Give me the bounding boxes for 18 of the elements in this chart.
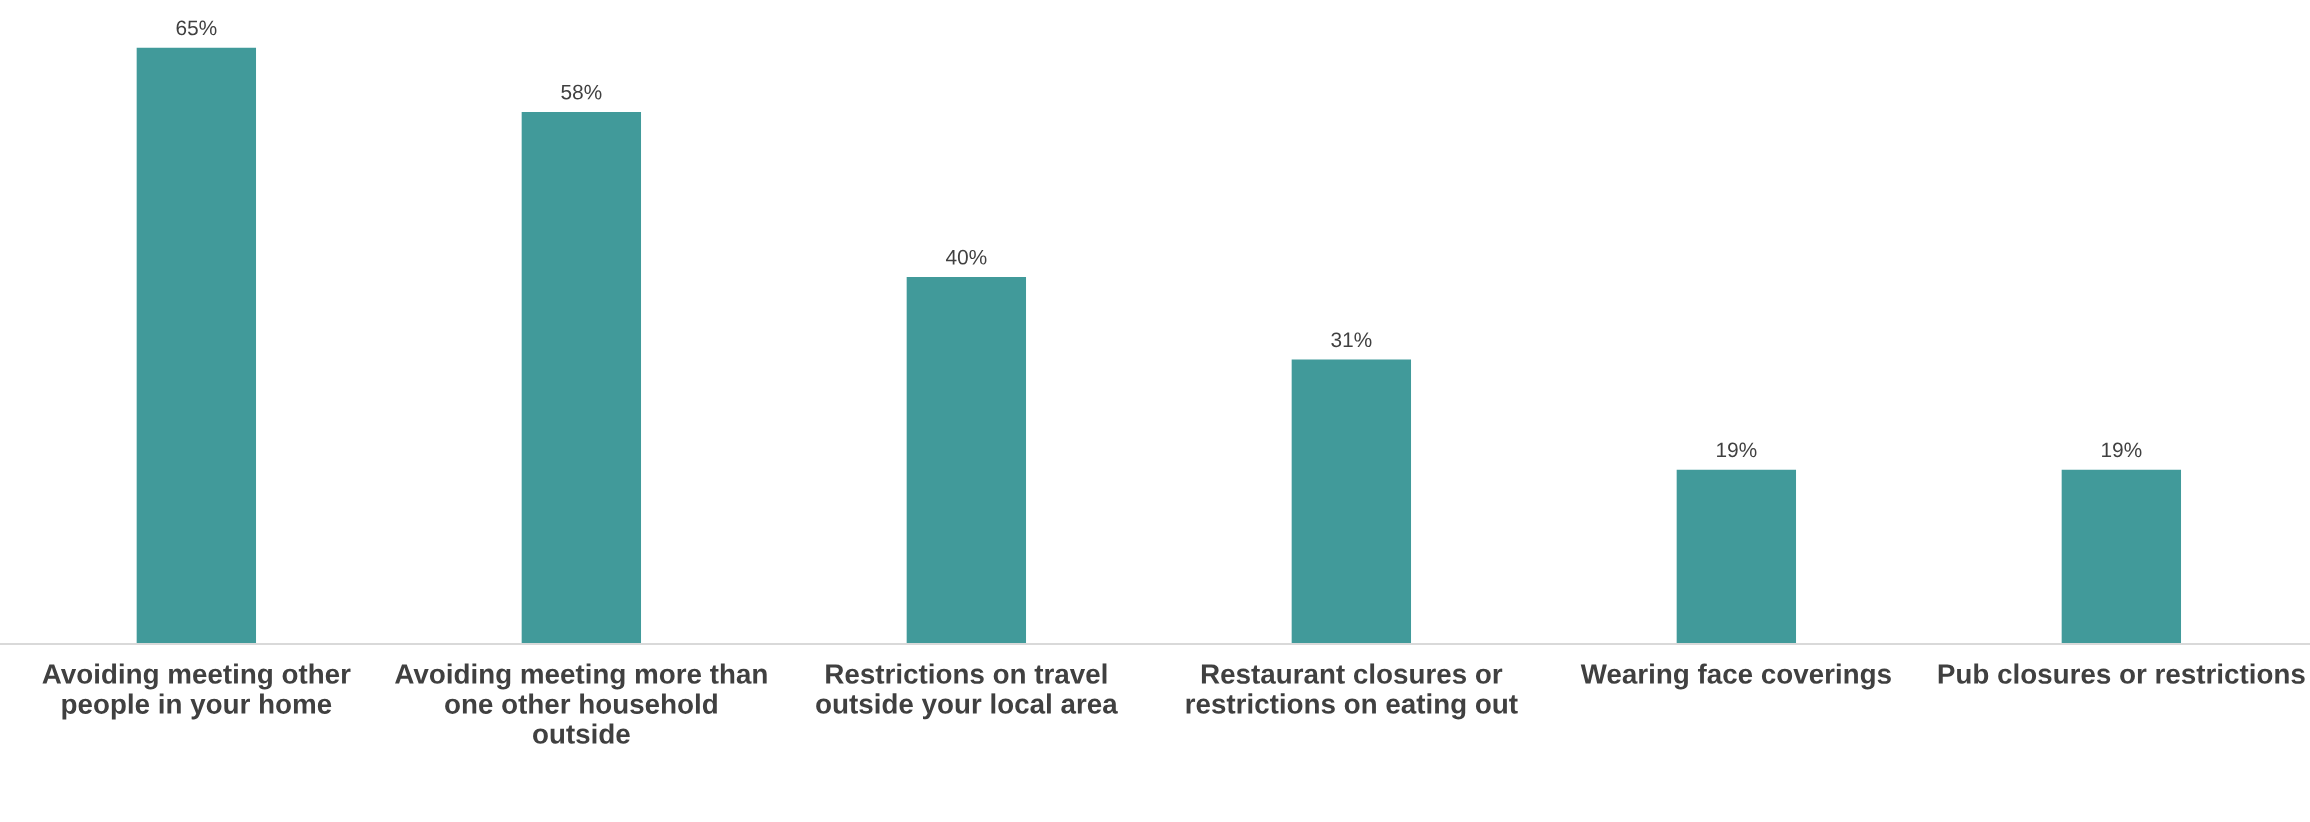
x-tick-label: Pub closures or restrictions (1938, 663, 2305, 684)
data-label: 31% (1331, 332, 1372, 348)
x-tick-label: Avoiding meeting other people in your home (42, 663, 351, 720)
bar (521, 111, 642, 644)
x-tick-label: Wearing face coverings (1580, 663, 1891, 690)
data-label: 40% (945, 249, 987, 265)
x-tick-label: Avoiding meeting more than one other household outside (395, 663, 767, 744)
bar (1291, 359, 1412, 644)
bar (906, 277, 1027, 644)
data-label: 58% (561, 84, 602, 100)
x-tick-label: Restrictions on travel outside your local area (816, 663, 1118, 720)
data-label: 19% (1717, 442, 1757, 458)
bar (2061, 469, 2182, 644)
data-label: 19% (2102, 442, 2142, 458)
bar (1676, 469, 1797, 644)
x-tick-label: Restaurant closures or restrictions on eating out (1186, 663, 1518, 720)
bar (136, 47, 257, 644)
data-label: 65% (176, 20, 217, 36)
